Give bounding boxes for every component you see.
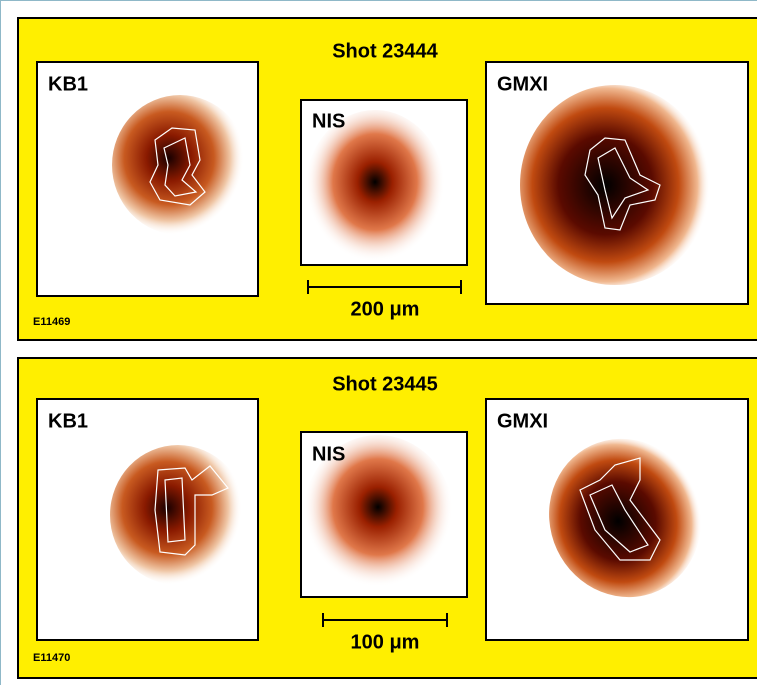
image-label: GMXI <box>497 410 548 432</box>
figure-id: E11470 <box>33 652 70 664</box>
figure-id: E11469 <box>33 316 70 328</box>
panel-title: Shot 23445 <box>332 373 438 395</box>
panel: Shot 23445 KB1 NIS GMXI 100 μm E11470 <box>18 358 757 678</box>
image-label: KB1 <box>48 410 88 432</box>
scale-bar-label: 100 μm <box>351 631 420 653</box>
image-label: GMXI <box>497 73 548 95</box>
image-label: KB1 <box>48 73 88 95</box>
panel: Shot 23444 KB1 NIS GMXI 200 μm E11469 <box>18 18 757 340</box>
scale-bar-label: 200 μm <box>351 298 420 320</box>
image-label: NIS <box>312 110 345 132</box>
image-label: NIS <box>312 443 345 465</box>
figure: Shot 23444 KB1 NIS GMXI 200 μm E11469 Sh… <box>0 0 757 685</box>
panel-title: Shot 23444 <box>332 40 438 62</box>
